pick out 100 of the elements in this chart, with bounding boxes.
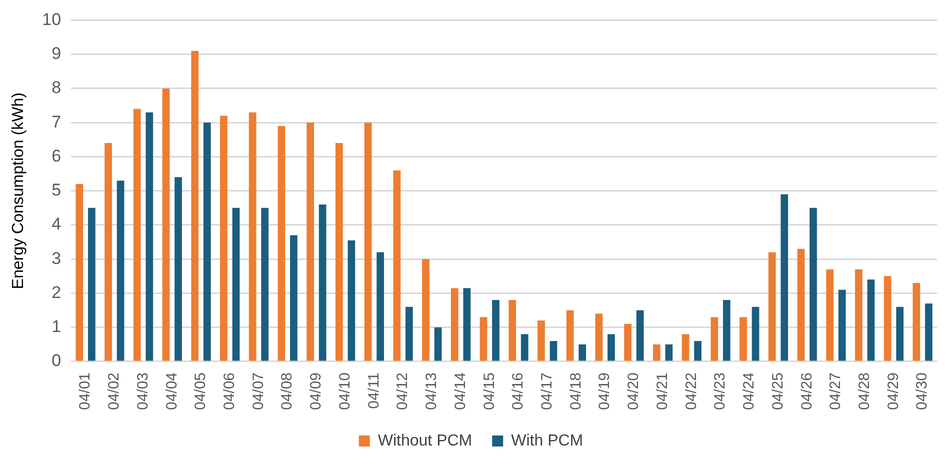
x-tick-label: 04/23: [712, 372, 729, 410]
y-tick-label: 0: [52, 351, 62, 370]
y-tick-label: 5: [52, 180, 62, 200]
x-tick-label: 04/14: [452, 372, 469, 410]
x-tick-label: 04/30: [914, 372, 931, 410]
x-tick-label: 04/01: [76, 372, 94, 410]
bar: [348, 240, 356, 361]
bar: [278, 126, 286, 361]
bar: [912, 282, 920, 361]
x-tick-label: 04/26: [798, 372, 816, 410]
bar: [364, 122, 372, 361]
bar: [88, 208, 96, 361]
bar: [694, 340, 702, 361]
bar: [434, 327, 442, 361]
bar: [450, 288, 458, 361]
y-tick-label: 10: [42, 10, 62, 29]
y-tick-label: 2: [52, 282, 62, 302]
bar: [220, 116, 228, 361]
x-tick-label: 04/06: [220, 372, 238, 410]
x-tick-label: 04/24: [740, 372, 758, 410]
bar: [925, 303, 932, 361]
bar: [376, 252, 384, 361]
y-tick-label: 7: [52, 112, 62, 132]
legend-label: Without PCM: [378, 432, 472, 450]
bar: [318, 204, 326, 361]
bar: [480, 317, 488, 361]
x-tick-label: 04/04: [163, 372, 180, 410]
bar: [838, 290, 846, 361]
bar: [578, 344, 586, 361]
bar: [146, 112, 154, 361]
bar: [896, 306, 904, 361]
bar: [492, 300, 500, 361]
x-tick-label: 04/18: [567, 372, 584, 410]
bar: [740, 317, 747, 361]
x-tick-label: 04/07: [250, 372, 267, 410]
bar: [566, 310, 574, 361]
y-tick-label: 6: [52, 146, 62, 166]
bar: [393, 170, 401, 361]
bar: [203, 122, 211, 361]
bar: [306, 122, 314, 361]
bar: [422, 259, 430, 361]
bar: [780, 194, 788, 361]
bar: [174, 177, 182, 361]
x-tick-label: 04/09: [308, 372, 325, 410]
bar: [810, 208, 817, 361]
y-tick-label: 4: [52, 214, 62, 234]
x-tick-label: 04/12: [394, 372, 412, 410]
legend-label: With PCM: [511, 432, 584, 450]
bar: [248, 112, 256, 361]
y-tick-label: 9: [52, 44, 62, 64]
bar: [682, 334, 690, 361]
x-tick-label: 04/16: [510, 372, 527, 410]
y-tick-label: 8: [52, 78, 62, 98]
x-tick-label: 04/02: [106, 372, 123, 410]
x-tick-label: 04/17: [538, 372, 556, 410]
bar: [261, 208, 269, 361]
bar: [652, 344, 660, 361]
x-tick-label: 04/25: [769, 372, 786, 410]
bar: [884, 276, 892, 361]
bar: [867, 280, 875, 361]
bar: [538, 320, 545, 361]
bar: [290, 235, 298, 361]
bar: [405, 306, 413, 361]
bar: [463, 288, 471, 361]
bar: [608, 334, 615, 361]
x-tick-label: 04/29: [884, 372, 902, 410]
bar: [191, 50, 199, 361]
bar: [768, 252, 776, 361]
bar: [76, 184, 84, 361]
bar: [104, 143, 112, 361]
x-tick-label: 04/11: [365, 372, 382, 409]
bar: [826, 269, 834, 361]
x-tick-label: 04/08: [278, 372, 296, 410]
bar: [520, 334, 528, 361]
x-tick-label: 04/10: [336, 372, 354, 410]
y-tick-label: 1: [52, 317, 62, 336]
x-tick-label: 04/27: [827, 372, 844, 410]
x-tick-label: 04/19: [596, 372, 614, 410]
y-tick-label: 3: [52, 248, 62, 268]
x-tick-label: 04/28: [856, 372, 873, 410]
bar: [335, 143, 343, 361]
bar: [855, 269, 862, 361]
bar: [797, 248, 805, 361]
bar: [116, 180, 124, 361]
bar: [722, 300, 730, 361]
bar: [508, 300, 516, 361]
bar: [595, 314, 603, 361]
bar: [636, 310, 644, 361]
x-tick-label: 04/20: [625, 372, 642, 410]
bar: [752, 306, 760, 361]
bar: [232, 208, 240, 361]
x-tick-label: 04/21: [654, 372, 671, 410]
bar: [665, 344, 673, 361]
x-tick-label: 04/03: [134, 372, 152, 410]
bar: [133, 108, 141, 361]
x-tick-label: 04/13: [423, 372, 440, 410]
x-tick-label: 04/22: [682, 372, 700, 410]
bar: [624, 324, 632, 361]
bar: [710, 317, 718, 361]
x-tick-label: 04/05: [192, 372, 210, 410]
